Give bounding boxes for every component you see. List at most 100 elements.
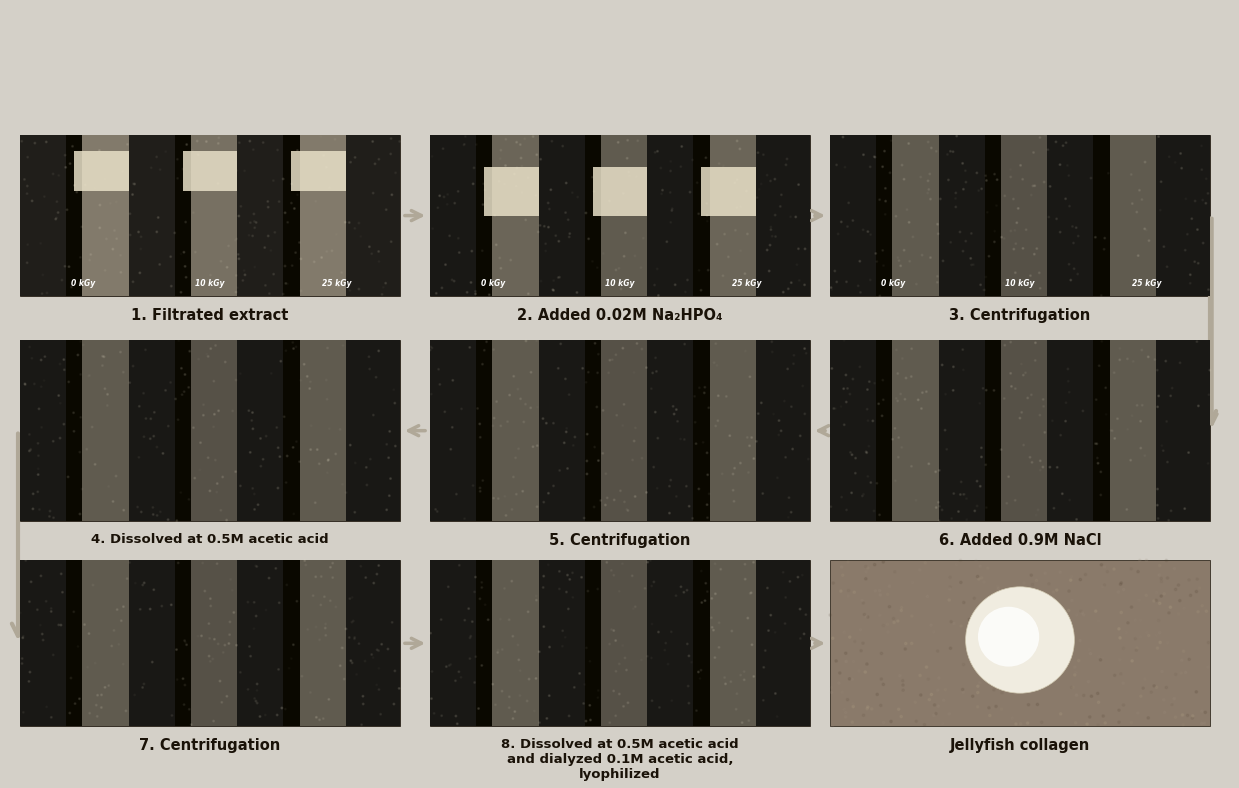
Circle shape bbox=[1044, 432, 1046, 433]
Circle shape bbox=[587, 371, 590, 373]
Bar bbox=[1101, 135, 1156, 296]
Circle shape bbox=[31, 200, 33, 202]
Circle shape bbox=[1136, 211, 1137, 213]
Circle shape bbox=[799, 435, 802, 437]
Circle shape bbox=[851, 454, 852, 455]
Circle shape bbox=[965, 240, 966, 242]
Circle shape bbox=[344, 221, 346, 223]
Circle shape bbox=[846, 509, 847, 511]
Circle shape bbox=[141, 686, 144, 688]
Circle shape bbox=[790, 282, 792, 284]
Bar bbox=[939, 340, 992, 521]
Circle shape bbox=[1149, 240, 1150, 241]
Circle shape bbox=[540, 158, 541, 160]
Circle shape bbox=[654, 411, 657, 413]
Circle shape bbox=[1017, 618, 1020, 620]
Circle shape bbox=[102, 365, 103, 366]
Circle shape bbox=[343, 678, 344, 680]
Circle shape bbox=[955, 192, 957, 194]
Circle shape bbox=[346, 628, 347, 630]
Circle shape bbox=[142, 584, 144, 585]
Circle shape bbox=[229, 621, 230, 623]
Circle shape bbox=[795, 216, 797, 217]
Circle shape bbox=[805, 614, 807, 615]
Circle shape bbox=[641, 348, 643, 350]
Circle shape bbox=[21, 140, 22, 142]
Circle shape bbox=[574, 686, 575, 688]
Circle shape bbox=[934, 712, 937, 715]
Circle shape bbox=[560, 343, 561, 344]
Circle shape bbox=[452, 380, 453, 381]
Circle shape bbox=[963, 188, 964, 190]
Text: 0 kGy: 0 kGy bbox=[481, 280, 506, 288]
Circle shape bbox=[374, 163, 375, 165]
Circle shape bbox=[1014, 248, 1015, 250]
Circle shape bbox=[114, 230, 115, 232]
Circle shape bbox=[1059, 712, 1062, 715]
Bar bbox=[291, 560, 346, 727]
Circle shape bbox=[326, 166, 327, 168]
Circle shape bbox=[843, 136, 844, 138]
Circle shape bbox=[729, 435, 731, 437]
Circle shape bbox=[1198, 405, 1199, 407]
Circle shape bbox=[175, 398, 176, 400]
Circle shape bbox=[918, 569, 921, 571]
Circle shape bbox=[1064, 198, 1067, 199]
Circle shape bbox=[1166, 266, 1168, 268]
Circle shape bbox=[944, 689, 947, 691]
Circle shape bbox=[1141, 349, 1142, 351]
Circle shape bbox=[623, 255, 624, 257]
Circle shape bbox=[1063, 629, 1066, 631]
Circle shape bbox=[994, 389, 995, 391]
Circle shape bbox=[321, 576, 322, 578]
Circle shape bbox=[686, 279, 689, 281]
Circle shape bbox=[1072, 686, 1074, 689]
Circle shape bbox=[1023, 671, 1026, 674]
Circle shape bbox=[973, 597, 975, 600]
Circle shape bbox=[888, 585, 891, 587]
Circle shape bbox=[24, 383, 26, 385]
Circle shape bbox=[878, 514, 881, 515]
Circle shape bbox=[1073, 242, 1074, 243]
Circle shape bbox=[1041, 661, 1043, 663]
Circle shape bbox=[306, 376, 309, 377]
Circle shape bbox=[878, 589, 881, 592]
Circle shape bbox=[585, 212, 587, 214]
Circle shape bbox=[1033, 633, 1036, 635]
Circle shape bbox=[1145, 559, 1147, 561]
Circle shape bbox=[1064, 616, 1067, 619]
Circle shape bbox=[284, 266, 286, 267]
Circle shape bbox=[255, 221, 256, 223]
Circle shape bbox=[323, 154, 325, 156]
Circle shape bbox=[1041, 721, 1043, 723]
Circle shape bbox=[515, 141, 518, 143]
Circle shape bbox=[840, 221, 843, 223]
Circle shape bbox=[228, 245, 229, 247]
Text: 1. Filtrated extract: 1. Filtrated extract bbox=[131, 308, 289, 323]
Circle shape bbox=[389, 430, 390, 432]
Circle shape bbox=[673, 413, 675, 414]
Circle shape bbox=[123, 606, 124, 608]
Circle shape bbox=[628, 171, 629, 173]
Circle shape bbox=[1010, 341, 1011, 343]
Circle shape bbox=[145, 418, 146, 419]
Circle shape bbox=[938, 470, 940, 471]
Circle shape bbox=[921, 407, 922, 409]
Circle shape bbox=[865, 451, 867, 452]
Circle shape bbox=[757, 413, 760, 414]
Circle shape bbox=[980, 637, 983, 640]
Circle shape bbox=[235, 379, 237, 381]
Circle shape bbox=[976, 691, 979, 693]
Circle shape bbox=[1053, 507, 1054, 509]
Circle shape bbox=[933, 714, 935, 716]
Circle shape bbox=[1167, 461, 1168, 463]
Circle shape bbox=[935, 471, 937, 473]
Circle shape bbox=[615, 354, 617, 355]
Circle shape bbox=[92, 426, 93, 428]
Circle shape bbox=[1043, 181, 1044, 183]
Circle shape bbox=[513, 476, 514, 478]
Circle shape bbox=[327, 459, 330, 460]
Circle shape bbox=[829, 614, 831, 616]
Circle shape bbox=[980, 485, 981, 487]
Circle shape bbox=[1166, 577, 1168, 579]
